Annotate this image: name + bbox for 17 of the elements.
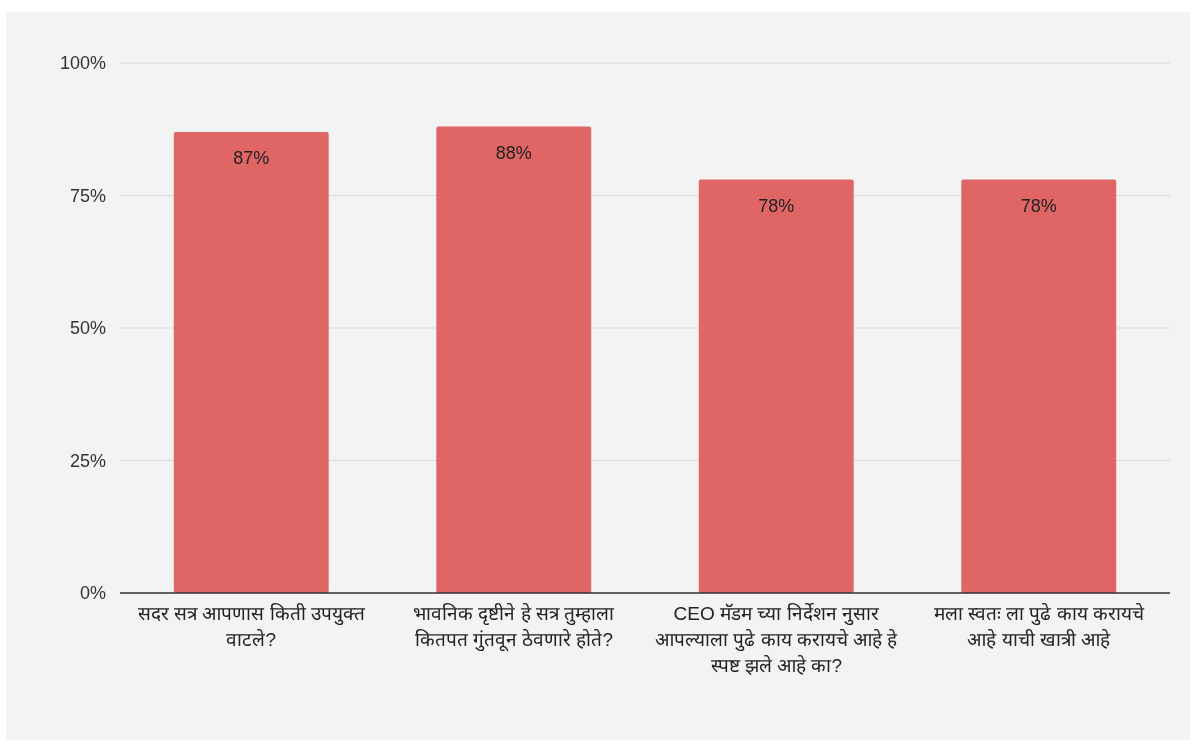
data-label: 78%: [1020, 195, 1057, 216]
y-tick-label: 0%: [79, 583, 106, 603]
x-tick-label: CEO मॅडम च्या निर्देशन नुसार आपल्याला पुढे काय करायचे आहे हे स्पष्ट झले आहे का?: [655, 602, 899, 676]
x-tick-label: मला स्वतः ला पुढे काय करायचे आहे याची खात्री आहे: [933, 602, 1145, 650]
bar: [173, 131, 329, 593]
bar: [961, 179, 1117, 593]
y-tick-label: 50%: [69, 318, 106, 338]
data-label: 88%: [495, 142, 532, 163]
bar: [698, 179, 854, 593]
bar: [436, 126, 592, 593]
y-tick-label: 75%: [69, 185, 106, 206]
x-tick-label: सदर सत्र आपणास किती उपयुक्त वाटले?: [137, 602, 366, 650]
data-label: 78%: [758, 195, 795, 216]
y-tick-label: 100%: [59, 53, 106, 73]
x-tick-label: भावनिक दृष्टीने हे सत्र तुम्हाला कितपत गुंतवून ठेवणारे होते?: [413, 602, 616, 652]
y-tick-label: 25%: [69, 450, 106, 471]
data-label: 87%: [233, 147, 270, 168]
